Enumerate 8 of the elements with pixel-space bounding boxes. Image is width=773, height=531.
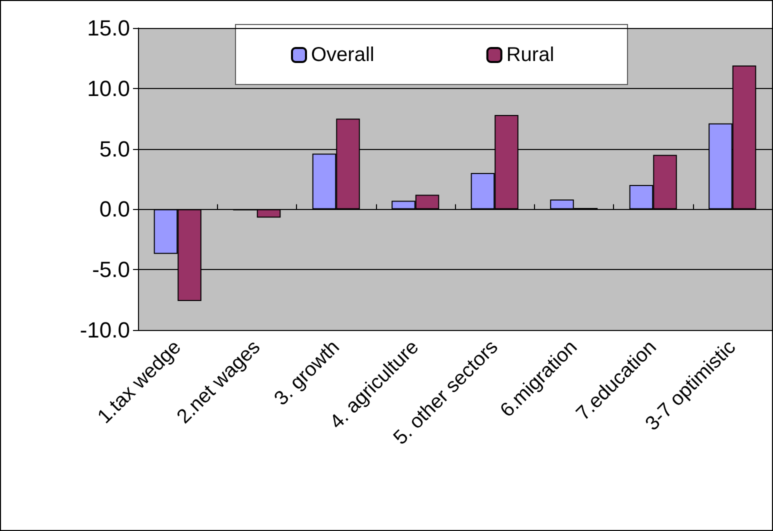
y-tick-label: 5.0: [99, 136, 130, 162]
legend-label: Rural: [506, 44, 554, 66]
y-tick-label: 15.0: [87, 16, 130, 40]
legend-label: Overall: [311, 44, 374, 66]
y-tick-label: -5.0: [92, 257, 130, 282]
y-tick-label: 0.0: [99, 196, 130, 222]
y-tick-label: 10.0: [87, 76, 130, 101]
y-tick-label: -10.0: [80, 318, 130, 342]
